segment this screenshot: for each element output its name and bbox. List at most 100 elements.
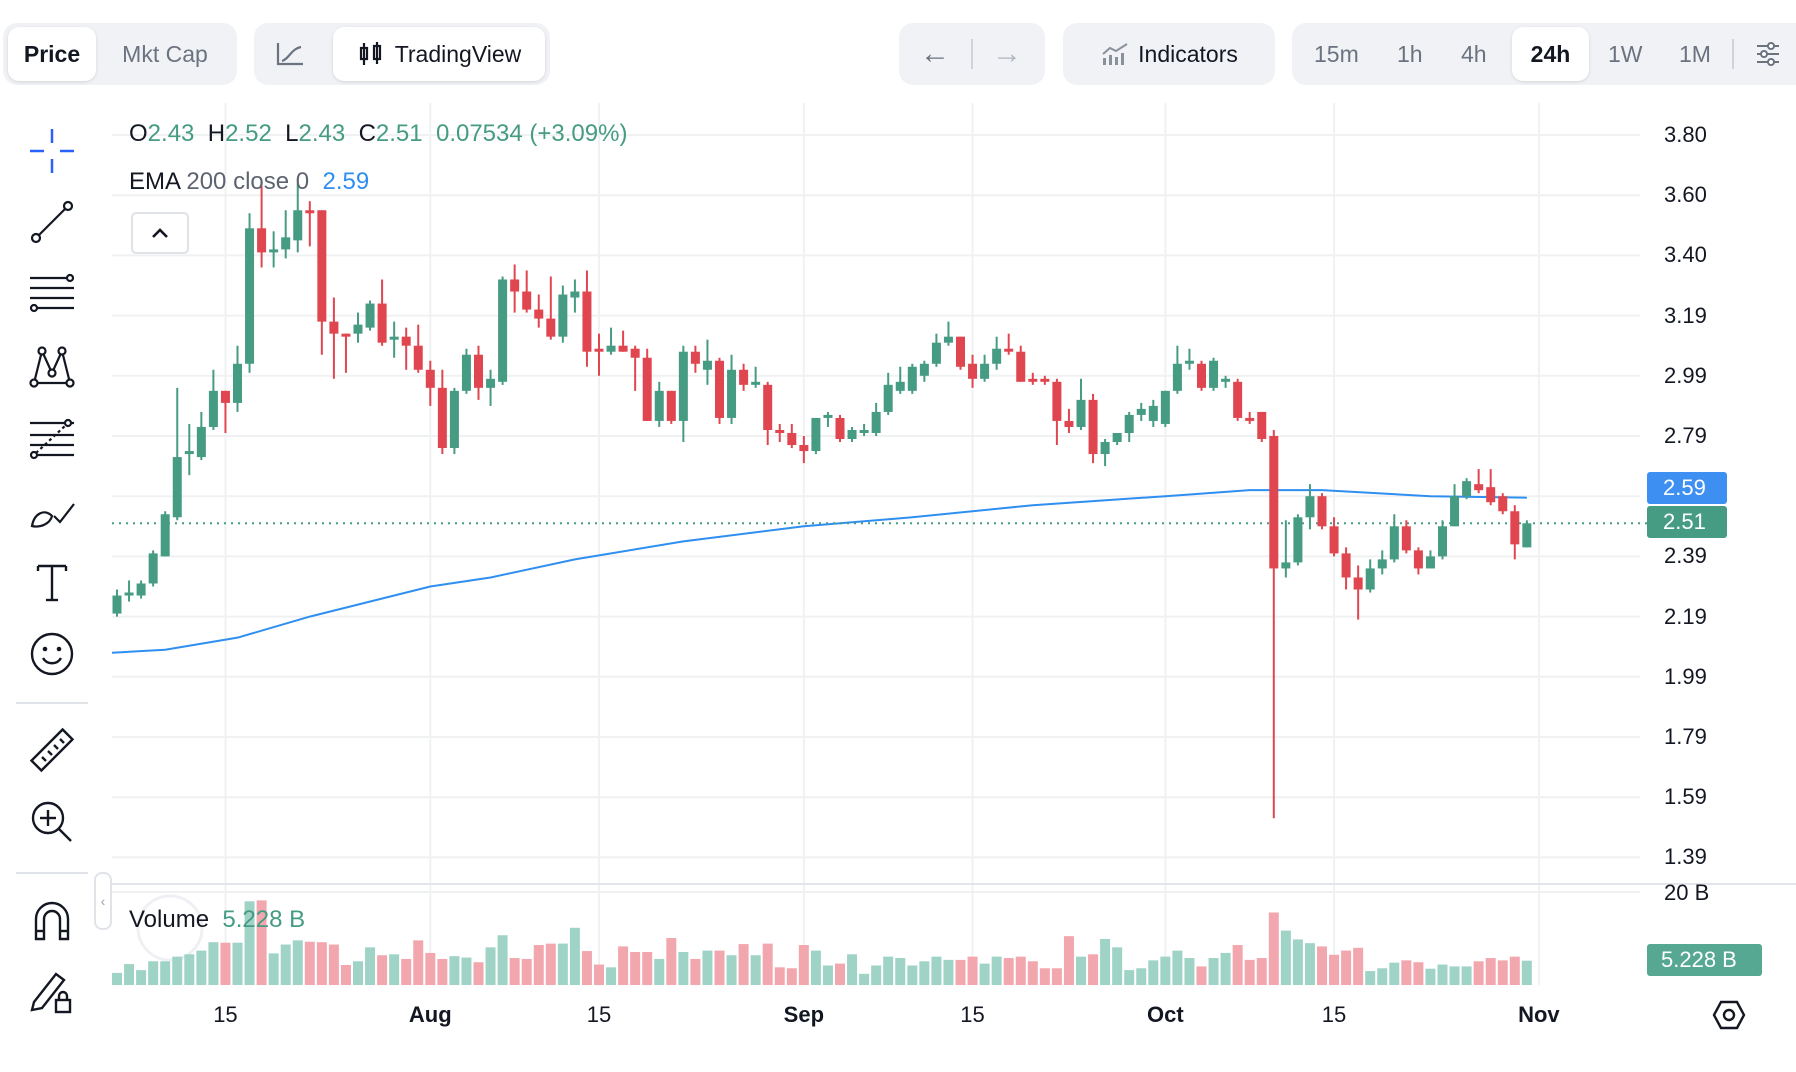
volume-bar <box>220 942 231 985</box>
candle-body <box>630 348 640 358</box>
timeframe-24h[interactable]: 24h <box>1512 27 1589 81</box>
volume-bar <box>943 959 954 985</box>
measure-tool[interactable] <box>22 724 82 778</box>
volume-bar <box>148 961 159 985</box>
volume-bar <box>702 950 713 985</box>
fib-retracement-tool[interactable] <box>22 412 82 466</box>
volume-bar <box>883 956 894 985</box>
mkt-cap-tab[interactable]: Mkt Cap <box>122 40 208 67</box>
volume-bar <box>497 935 508 985</box>
volume-bar <box>449 956 460 985</box>
volume-bar <box>991 956 1002 985</box>
divider <box>1732 39 1734 69</box>
candle-body <box>510 279 520 292</box>
candle-body <box>763 384 773 430</box>
volume-bar <box>847 954 858 985</box>
horizontal-lines-tool[interactable] <box>22 267 82 321</box>
price-tab[interactable]: Price <box>8 27 96 81</box>
candle-body <box>245 228 255 364</box>
price-axis-settings-button[interactable] <box>1712 998 1746 1032</box>
candle-body <box>1028 378 1038 382</box>
volume-bar <box>244 901 255 985</box>
volume-bar <box>606 967 617 985</box>
timeframe-1w[interactable]: 1W <box>1608 40 1643 67</box>
volume-bar <box>1256 958 1267 985</box>
candle-body <box>1341 553 1351 578</box>
volume-bar <box>907 965 918 985</box>
pane-collapse-handle[interactable]: ‹ <box>94 872 112 930</box>
candle-body <box>618 345 628 352</box>
crosshair-tool[interactable] <box>22 124 82 178</box>
timeframe-4h[interactable]: 4h <box>1461 40 1487 67</box>
line-chart-icon <box>276 43 303 66</box>
trend-line-tool[interactable] <box>22 195 82 249</box>
pattern-tool[interactable] <box>22 340 82 394</box>
lock-drawings-tool[interactable] <box>22 965 82 1019</box>
redo-button[interactable]: → <box>985 27 1029 81</box>
volume-bar <box>1076 956 1086 985</box>
candle-body <box>184 451 194 455</box>
open-value: 2.43 <box>147 120 195 147</box>
collapse-legend-button[interactable] <box>131 212 189 254</box>
timeframe-1m[interactable]: 1M <box>1679 40 1711 67</box>
volume-bar <box>690 958 701 985</box>
brush-tool[interactable] <box>22 485 82 539</box>
emoji-tool[interactable] <box>22 627 82 681</box>
volume-bar <box>967 956 978 985</box>
candle-body <box>534 309 544 319</box>
pencil-lock-icon <box>30 972 72 1014</box>
candle-body <box>570 291 580 298</box>
candle-body <box>1221 378 1231 382</box>
indicators-group: Indicators <box>1063 23 1275 85</box>
candle-body <box>196 426 206 458</box>
zoom-in-tool[interactable] <box>22 795 82 849</box>
candle-body <box>715 360 724 418</box>
volume-bar <box>1377 968 1388 985</box>
fib-retracement-icon <box>29 418 74 460</box>
line-chart-button[interactable] <box>260 27 320 81</box>
volume-bar <box>1244 959 1255 985</box>
candle-body <box>257 228 267 253</box>
candle-body <box>317 210 327 322</box>
candle-body <box>1522 523 1532 548</box>
volume-bar <box>774 967 785 985</box>
zoom-in-icon <box>31 801 72 842</box>
volume-bar <box>124 964 135 985</box>
candle-body <box>1184 360 1194 364</box>
time-axis-label: Aug <box>408 1002 452 1027</box>
candle-body <box>1112 432 1122 443</box>
candle-body <box>546 318 556 337</box>
volume-bar <box>750 955 761 985</box>
volume-legend: Volume 5.228 B <box>129 906 305 934</box>
high-label: H <box>207 120 226 147</box>
volume-bar <box>208 942 219 985</box>
tradingview-label: TradingView <box>394 40 522 67</box>
candle-body <box>1245 417 1255 421</box>
candle-body <box>1088 399 1098 455</box>
tradingview-button[interactable]: TradingView <box>333 27 545 81</box>
magnet-tool[interactable] <box>22 894 82 948</box>
timeframe-15m[interactable]: 15m <box>1314 40 1359 67</box>
price-axis-label: 2.79 <box>1664 423 1707 448</box>
ema-legend[interactable]: EMA 200 close 0 2.59 <box>129 168 369 196</box>
volume-bar <box>1329 954 1340 985</box>
candle-body <box>413 345 423 370</box>
candle-body <box>1124 414 1134 433</box>
text-tool[interactable] <box>22 555 82 609</box>
candle-body <box>1281 562 1291 569</box>
candle-body <box>1076 399 1086 427</box>
low-label: L <box>285 120 299 147</box>
volume-bar <box>654 958 665 985</box>
indicators-icon <box>1102 43 1128 65</box>
candle-body <box>305 210 315 214</box>
price-axis-label: 3.60 <box>1664 182 1707 208</box>
candle-body <box>895 381 905 391</box>
indicators-button[interactable]: Indicators <box>1069 27 1269 81</box>
timeframe-1h[interactable]: 1h <box>1397 40 1423 67</box>
undo-button[interactable]: ← <box>913 27 957 81</box>
volume-bar <box>1401 960 1412 985</box>
volume-bar <box>1184 958 1195 985</box>
chart-settings-button[interactable] <box>1754 27 1782 81</box>
last-price-tag: 2.51 <box>1647 506 1727 538</box>
